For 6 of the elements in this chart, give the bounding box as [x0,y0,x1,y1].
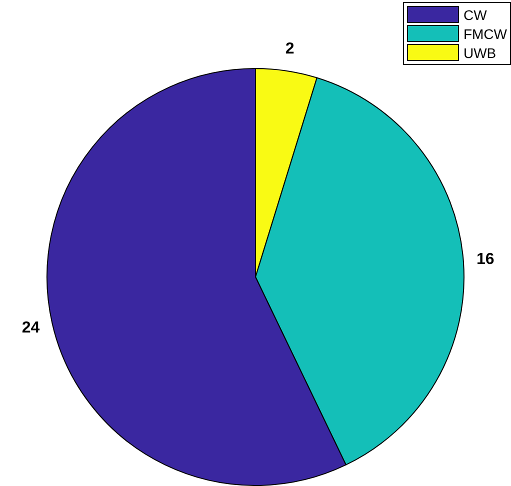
data-label: 16 [476,251,494,268]
legend-label: UWB [463,44,496,60]
data-label: 2 [285,40,294,58]
data-label: 24 [22,320,40,337]
legend-label: CW [463,6,487,22]
legend-label: FMCW [463,26,507,42]
